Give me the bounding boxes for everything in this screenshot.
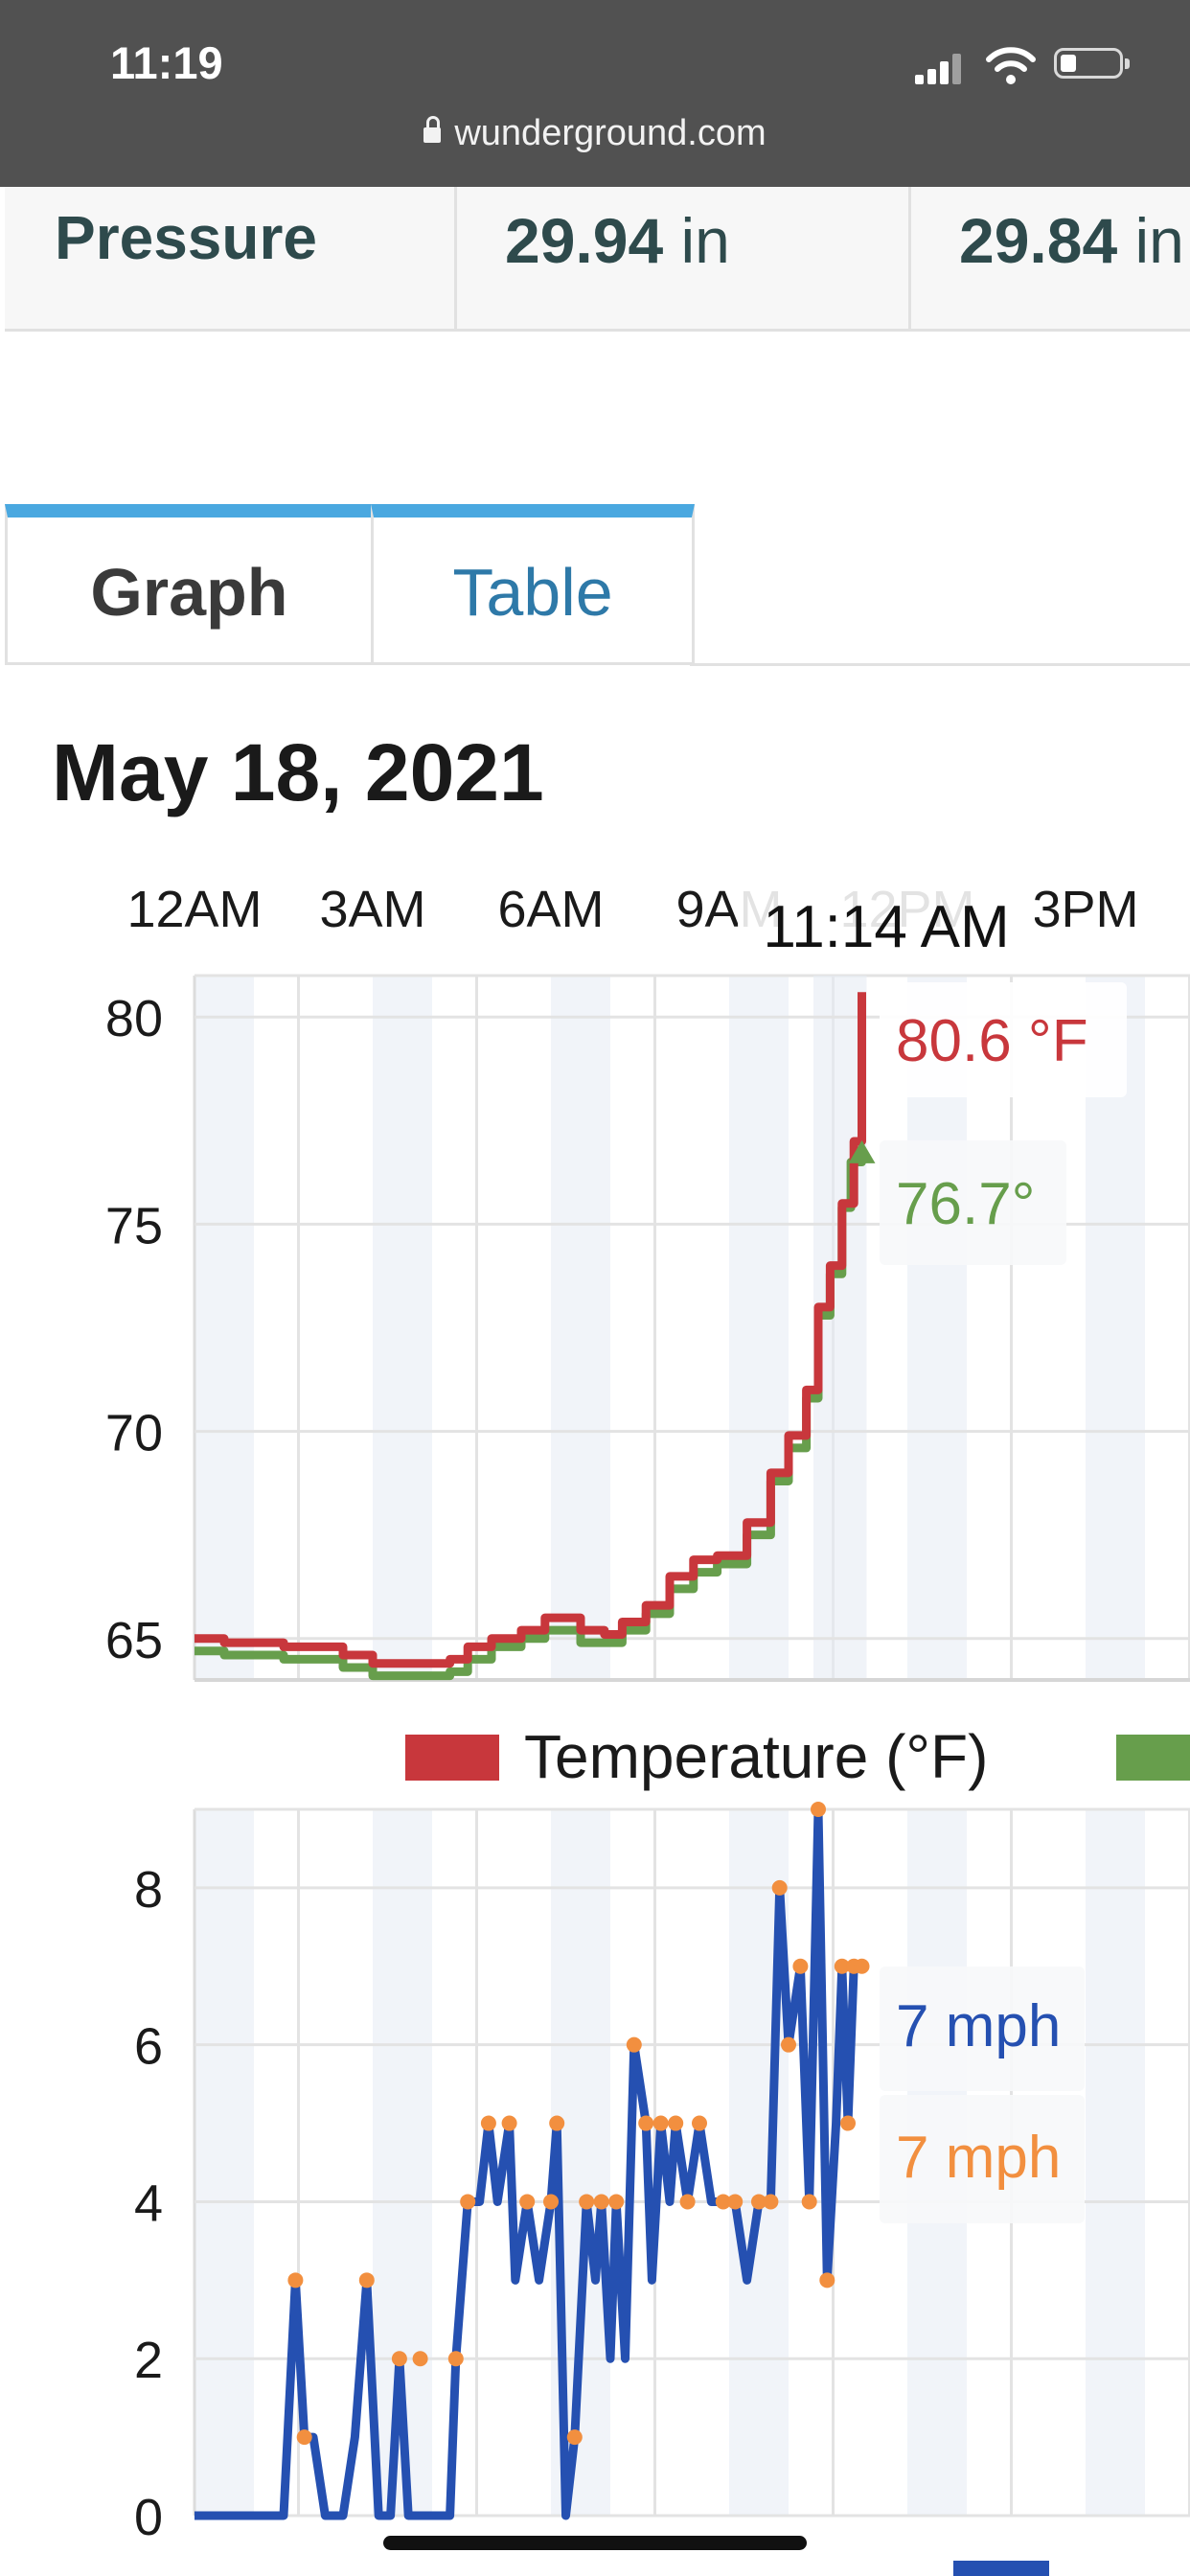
wind-gust-point	[296, 2429, 312, 2446]
x-tick-label: 3AM	[319, 881, 425, 938]
wind-gust-point	[519, 2194, 536, 2210]
wind-gust-point	[358, 2272, 375, 2288]
address-bar[interactable]: wunderground.com	[0, 113, 1190, 154]
legend-swatch-dew-point	[1116, 1735, 1190, 1781]
y-tick-label: 75	[105, 1197, 163, 1254]
legend-swatch-temperature	[405, 1735, 499, 1781]
y-tick-label: 4	[134, 2174, 163, 2232]
wind-gust-point	[668, 2115, 684, 2131]
url-text: wunderground.com	[454, 113, 767, 153]
time-tooltip: 11:14 AM	[763, 894, 1009, 960]
wind-gust-point	[781, 2036, 796, 2053]
alt-band	[195, 976, 254, 1680]
wind-gust-point	[792, 1958, 809, 1974]
temp-tooltip: 80.6 °F	[896, 1008, 1088, 1074]
wind-gust-point	[287, 2272, 304, 2288]
wifi-icon	[986, 47, 1036, 84]
time-tooltip-bg	[738, 874, 1035, 951]
wind-gust-point	[447, 2351, 464, 2367]
wind-tooltip-bg	[880, 1966, 1085, 2091]
alt-band	[373, 976, 432, 1680]
y-tick-label: 6	[134, 2018, 163, 2076]
wind-tooltip: 7 mph	[896, 1993, 1061, 2059]
wind-gust-point	[652, 2115, 669, 2131]
y-tick-label: 0	[134, 2489, 163, 2546]
wind-gust-point	[811, 1802, 826, 1817]
home-indicator	[383, 2536, 807, 2550]
wind-gust-point	[751, 2194, 767, 2210]
wind-gust-point	[543, 2194, 559, 2210]
wind-gust-point	[854, 1958, 870, 1974]
wind-gust-point	[579, 2194, 595, 2210]
wind-gust-point	[679, 2194, 696, 2210]
wind-gust-point	[460, 2194, 476, 2210]
pressure-label: Pressure	[55, 203, 317, 272]
pressure-label-cell: Pressure	[5, 187, 457, 329]
wind-gust-point	[715, 2194, 731, 2210]
temperature-line	[195, 992, 867, 1668]
alt-band	[1086, 1809, 1145, 2516]
alt-band	[729, 976, 789, 1680]
wind-gust-point	[593, 2194, 609, 2210]
wind-gust-point	[638, 2115, 654, 2131]
temp-tooltip-bg	[880, 982, 1127, 1097]
dew-tooltip-bg	[880, 1140, 1066, 1265]
status-bar: 11:19 wunderground.com	[0, 0, 1190, 187]
wind-gust-point	[763, 2194, 779, 2210]
alt-band	[195, 1809, 254, 2516]
x-tick-label: 12AM	[126, 881, 262, 938]
x-tick-label: 3PM	[1032, 881, 1138, 938]
dew-tooltip: 76.7°	[896, 1171, 1035, 1237]
wind-gust-point	[412, 2351, 428, 2367]
y-tick-label: 80	[105, 990, 163, 1047]
wind-gust-point	[727, 2194, 744, 2210]
wind-gust-point	[566, 2429, 583, 2446]
legend-swatch-wind	[953, 2561, 1049, 2576]
wind-gust-point	[801, 2194, 817, 2210]
wind-gust-point	[840, 2115, 856, 2131]
lock-icon	[423, 116, 442, 143]
y-tick-label: 8	[134, 1861, 163, 1919]
x-tick-label: 6AM	[497, 881, 604, 938]
clock: 11:19	[110, 37, 223, 88]
wind-gust-point	[480, 2115, 496, 2131]
pressure-low-cell: 29.84 in	[911, 187, 1190, 329]
wind-gust-point	[626, 2036, 642, 2053]
legend-label-temperature: Temperature (°F)	[524, 1722, 988, 1791]
wind-gust-point	[608, 2194, 625, 2210]
tab-table[interactable]: Table	[371, 504, 695, 665]
alt-band	[551, 976, 610, 1680]
chart-date: May 18, 2021	[52, 727, 544, 817]
y-tick-label: 65	[105, 1612, 163, 1669]
wind-gust-point	[819, 2272, 835, 2288]
battery-icon	[1054, 48, 1130, 79]
y-tick-label: 2	[134, 2332, 163, 2389]
wind-gust-point	[771, 1879, 788, 1896]
y-tick-label: 70	[105, 1405, 163, 1462]
wind-gust-point	[549, 2115, 565, 2131]
tab-graph[interactable]: Graph	[5, 504, 374, 665]
pressure-high-cell: 29.94 in	[457, 187, 911, 329]
pressure-low-value: 29.84 in	[959, 205, 1184, 276]
pressure-high-value: 29.94 in	[505, 205, 730, 276]
pressure-row: Pressure 29.94 in 29.84 in	[5, 187, 1190, 332]
gust-tooltip: 7 mph	[896, 2125, 1061, 2191]
wind-speed-line	[195, 1805, 862, 2520]
wind-gust-point	[692, 2115, 707, 2131]
dew-point-marker	[848, 1139, 876, 1163]
wind-gust-point	[391, 2351, 407, 2367]
wind-gust-point	[834, 1958, 850, 1974]
gust-tooltip-bg	[880, 2095, 1085, 2223]
wind-gust-point	[501, 2115, 517, 2131]
tabs-divider	[690, 663, 1190, 666]
